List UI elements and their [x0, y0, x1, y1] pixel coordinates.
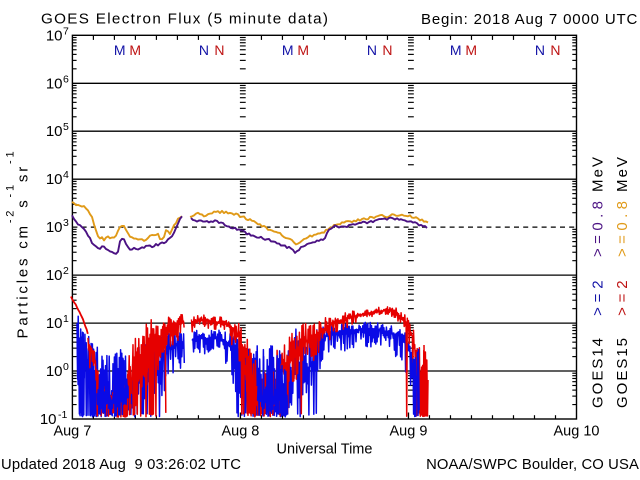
svg-text:>=2: >=2: [590, 276, 607, 316]
svg-text:10: 10: [46, 267, 63, 284]
svg-text:10: 10: [46, 123, 63, 140]
svg-text:N: N: [535, 42, 545, 58]
svg-text:Aug 9: Aug 9: [390, 424, 428, 440]
svg-text:MeV: MeV: [590, 155, 607, 192]
svg-text:GOES14: GOES14: [590, 336, 607, 408]
svg-text:10: 10: [46, 171, 63, 188]
svg-text:NOAA/SWPC Boulder, CO USA: NOAA/SWPC Boulder, CO USA: [426, 457, 639, 473]
svg-text:>=0.8: >=0.8: [590, 197, 607, 257]
svg-text:10: 10: [40, 411, 57, 428]
svg-text:Aug 10: Aug 10: [554, 424, 600, 440]
svg-text:Begin: 2018 Aug 7 0000 UTC: Begin: 2018 Aug 7 0000 UTC: [421, 11, 638, 28]
svg-text:3: 3: [63, 217, 69, 229]
svg-text:7: 7: [63, 25, 69, 37]
svg-text:10: 10: [46, 219, 63, 236]
svg-text:MeV: MeV: [614, 155, 631, 192]
svg-text:10: 10: [46, 75, 63, 92]
svg-text:M: M: [465, 42, 477, 58]
svg-text:10: 10: [46, 315, 63, 332]
svg-text:>=2: >=2: [614, 276, 631, 316]
svg-text:M: M: [129, 42, 141, 58]
svg-text:Universal Time: Universal Time: [277, 442, 373, 458]
svg-text:Particles cm-2s-1sr-1: Particles cm-2s-1sr-1: [5, 149, 32, 339]
svg-text:4: 4: [63, 169, 69, 181]
svg-text:N: N: [214, 42, 224, 58]
svg-text:Aug 8: Aug 8: [221, 424, 259, 440]
svg-text:10: 10: [46, 27, 63, 44]
svg-text:1: 1: [63, 313, 69, 325]
svg-text:GOES Electron Flux (5 minute d: GOES Electron Flux (5 minute data): [41, 10, 329, 27]
svg-text:Aug 7: Aug 7: [53, 424, 91, 440]
svg-text:6: 6: [63, 73, 69, 85]
svg-text:N: N: [382, 42, 392, 58]
svg-text:0: 0: [63, 361, 69, 373]
svg-text:2: 2: [63, 265, 69, 277]
svg-text:10: 10: [46, 363, 63, 380]
svg-text:M: M: [114, 42, 126, 58]
svg-text:N: N: [199, 42, 209, 58]
svg-text:-1: -1: [58, 409, 67, 421]
svg-text:Updated 2018 Aug 9 03:26:02 U: Updated 2018 Aug 9 03:26:02 UTC: [1, 457, 241, 473]
svg-text:>=0.8: >=0.8: [614, 197, 631, 257]
svg-text:N: N: [367, 42, 377, 58]
svg-text:GOES15: GOES15: [614, 336, 631, 408]
svg-text:5: 5: [63, 121, 69, 133]
svg-text:N: N: [550, 42, 560, 58]
svg-text:M: M: [282, 42, 294, 58]
svg-text:M: M: [450, 42, 462, 58]
svg-text:M: M: [297, 42, 309, 58]
